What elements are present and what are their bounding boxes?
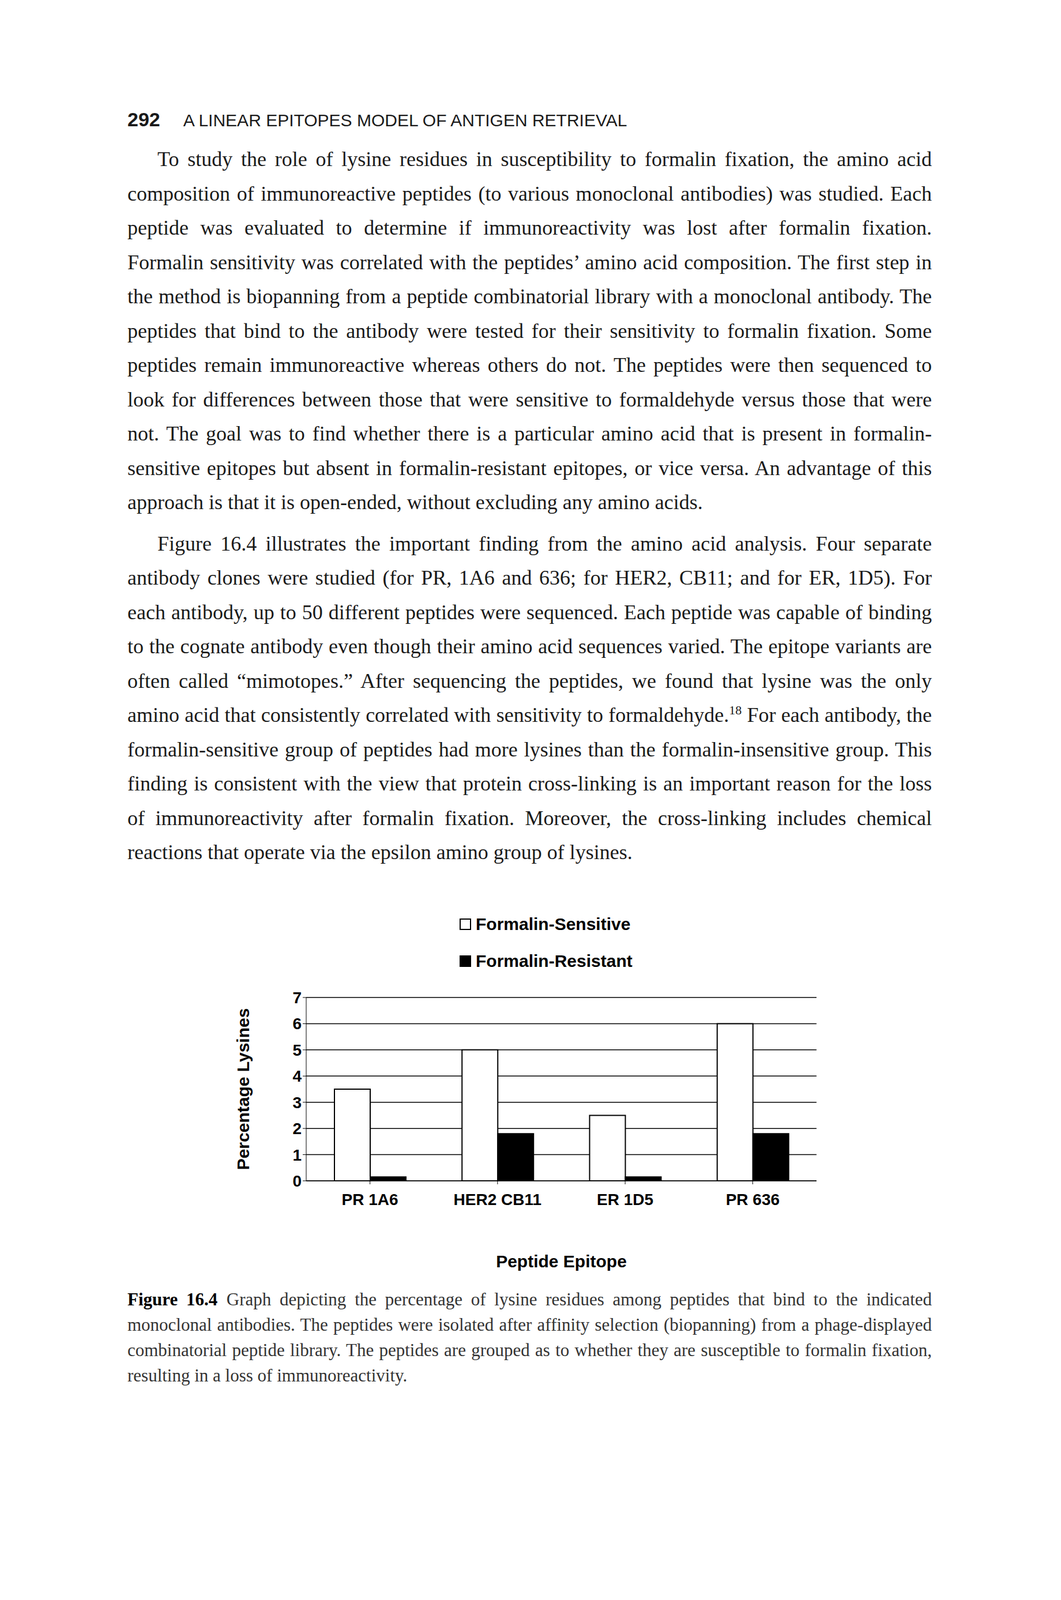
svg-text:7: 7 <box>292 988 302 1007</box>
svg-text:HER2 CB11: HER2 CB11 <box>453 1190 543 1209</box>
svg-text:PR 636: PR 636 <box>725 1190 780 1209</box>
html-text:292: 292 <box>127 108 161 131</box>
html-text:Formalin-Sensitive: Formalin-Sensitive <box>475 914 631 934</box>
html-text:A LINEAR EPITOPES MODEL OF ANT: A LINEAR EPITOPES MODEL OF ANTIGEN RETRI… <box>183 110 628 130</box>
svg-text:4: 4 <box>292 1067 302 1086</box>
svg-text:3: 3 <box>292 1093 302 1112</box>
svg-text:1: 1 <box>292 1145 302 1164</box>
html-text:To study the role of lysine re: To study the role of lysine residues in … <box>127 147 932 514</box>
svg-text:6: 6 <box>292 1014 302 1033</box>
html-text:Figure 16.4: Figure 16.4 <box>127 1289 218 1310</box>
svg-text:ER 1D5: ER 1D5 <box>596 1190 654 1209</box>
svg-text:5: 5 <box>292 1040 302 1059</box>
svg-text:Peptide Epitope: Peptide Epitope <box>495 1251 627 1271</box>
svg-text:PR 1A6: PR 1A6 <box>341 1190 399 1209</box>
html-text:Figure 16.4 illustrates the im: Figure 16.4 illustrates the important fi… <box>127 531 932 864</box>
svg-text:Percentage Lysines: Percentage Lysines <box>233 1007 253 1170</box>
svg-text:2: 2 <box>292 1119 302 1138</box>
html-text:Formalin-Resistant: Formalin-Resistant <box>475 951 633 971</box>
html-text:Graph depicting the percentage: Graph depicting the percentage of lysine… <box>127 1289 932 1386</box>
svg-text:0: 0 <box>292 1171 302 1190</box>
